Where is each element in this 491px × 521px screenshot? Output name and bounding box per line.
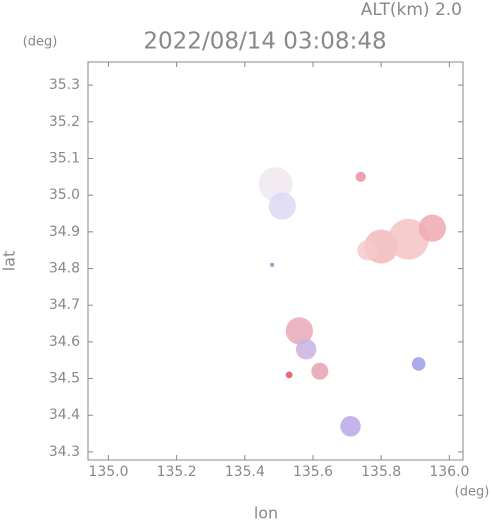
y-tick-label: 34.3 bbox=[49, 444, 80, 460]
y-tick-label: 35.0 bbox=[49, 187, 80, 203]
x-axis-label: lon bbox=[254, 504, 278, 521]
x-tick-label: 135.0 bbox=[88, 464, 128, 480]
y-tick-label: 35.3 bbox=[49, 77, 80, 93]
echo-region bbox=[295, 338, 317, 360]
echo-region bbox=[340, 416, 361, 437]
y-tick-label: 35.2 bbox=[49, 114, 80, 130]
echo-region bbox=[270, 262, 275, 267]
echo-region bbox=[388, 218, 429, 260]
echo-region bbox=[285, 371, 293, 379]
echo-region bbox=[357, 239, 378, 261]
y-tick-label: 34.5 bbox=[49, 371, 80, 387]
x-tick-label: 135.2 bbox=[157, 464, 197, 480]
echo-region bbox=[311, 362, 329, 380]
y-tick-label: 34.6 bbox=[49, 334, 80, 350]
echo-region bbox=[355, 171, 366, 182]
chart-subtitle: ALT(km) 2.0 bbox=[361, 0, 462, 20]
x-tick-label: 135.8 bbox=[361, 464, 401, 480]
y-unit: (deg) bbox=[23, 35, 58, 50]
y-tick-label: 34.4 bbox=[49, 407, 80, 423]
plot-frame bbox=[87, 61, 464, 461]
x-unit: (deg) bbox=[455, 485, 490, 500]
echo-region bbox=[418, 214, 446, 242]
echo-region bbox=[268, 192, 296, 220]
x-tick-label: 135.4 bbox=[225, 464, 265, 480]
x-tick-label: 135.6 bbox=[293, 464, 333, 480]
y-tick-label: 35.1 bbox=[49, 150, 80, 166]
echo-region bbox=[411, 357, 426, 371]
y-axis-label: lat bbox=[0, 251, 19, 272]
chart-title: 2022/08/14 03:08:48 bbox=[143, 29, 386, 55]
y-tick-label: 34.7 bbox=[49, 297, 80, 313]
echo-region bbox=[285, 317, 314, 345]
x-tick-label: 136.0 bbox=[429, 464, 469, 480]
y-tick-label: 34.8 bbox=[49, 261, 80, 277]
y-tick-label: 34.9 bbox=[49, 224, 80, 240]
